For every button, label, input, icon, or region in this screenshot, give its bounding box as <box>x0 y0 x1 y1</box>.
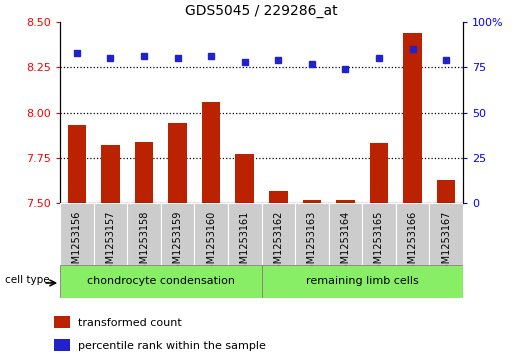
Bar <box>161 203 195 265</box>
Bar <box>429 203 463 265</box>
Text: GSM1253163: GSM1253163 <box>307 211 317 276</box>
Bar <box>336 200 355 203</box>
Bar <box>202 102 220 203</box>
Text: remaining limb cells: remaining limb cells <box>306 276 418 286</box>
Text: GSM1253158: GSM1253158 <box>139 211 149 276</box>
Bar <box>437 180 456 203</box>
Title: GDS5045 / 229286_at: GDS5045 / 229286_at <box>185 4 338 18</box>
Text: percentile rank within the sample: percentile rank within the sample <box>78 340 266 351</box>
Bar <box>262 203 295 265</box>
Bar <box>370 143 388 203</box>
Bar <box>135 142 153 203</box>
Text: transformed count: transformed count <box>78 318 181 328</box>
Text: GSM1253166: GSM1253166 <box>407 211 417 276</box>
Bar <box>228 203 262 265</box>
Bar <box>235 154 254 203</box>
Bar <box>60 265 262 298</box>
Text: GSM1253161: GSM1253161 <box>240 211 249 276</box>
Bar <box>67 125 86 203</box>
Text: GSM1253159: GSM1253159 <box>173 211 183 276</box>
Bar <box>295 203 328 265</box>
Text: GSM1253157: GSM1253157 <box>106 211 116 276</box>
Bar <box>396 203 429 265</box>
Bar <box>269 191 288 203</box>
Bar <box>101 145 120 203</box>
Bar <box>94 203 127 265</box>
Text: GSM1253167: GSM1253167 <box>441 211 451 276</box>
Text: cell type: cell type <box>5 275 50 285</box>
Bar <box>403 33 422 203</box>
Bar <box>54 316 70 328</box>
Bar <box>362 203 396 265</box>
Text: GSM1253162: GSM1253162 <box>274 211 283 276</box>
Bar <box>328 203 362 265</box>
Bar <box>262 265 463 298</box>
Bar <box>54 339 70 351</box>
Bar <box>60 203 94 265</box>
Bar <box>168 123 187 203</box>
Bar <box>303 200 321 203</box>
Text: GSM1253160: GSM1253160 <box>206 211 216 276</box>
Bar <box>127 203 161 265</box>
Text: chondrocyte condensation: chondrocyte condensation <box>87 276 235 286</box>
Text: GSM1253156: GSM1253156 <box>72 211 82 276</box>
Bar <box>195 203 228 265</box>
Text: GSM1253164: GSM1253164 <box>340 211 350 276</box>
Text: GSM1253165: GSM1253165 <box>374 211 384 276</box>
